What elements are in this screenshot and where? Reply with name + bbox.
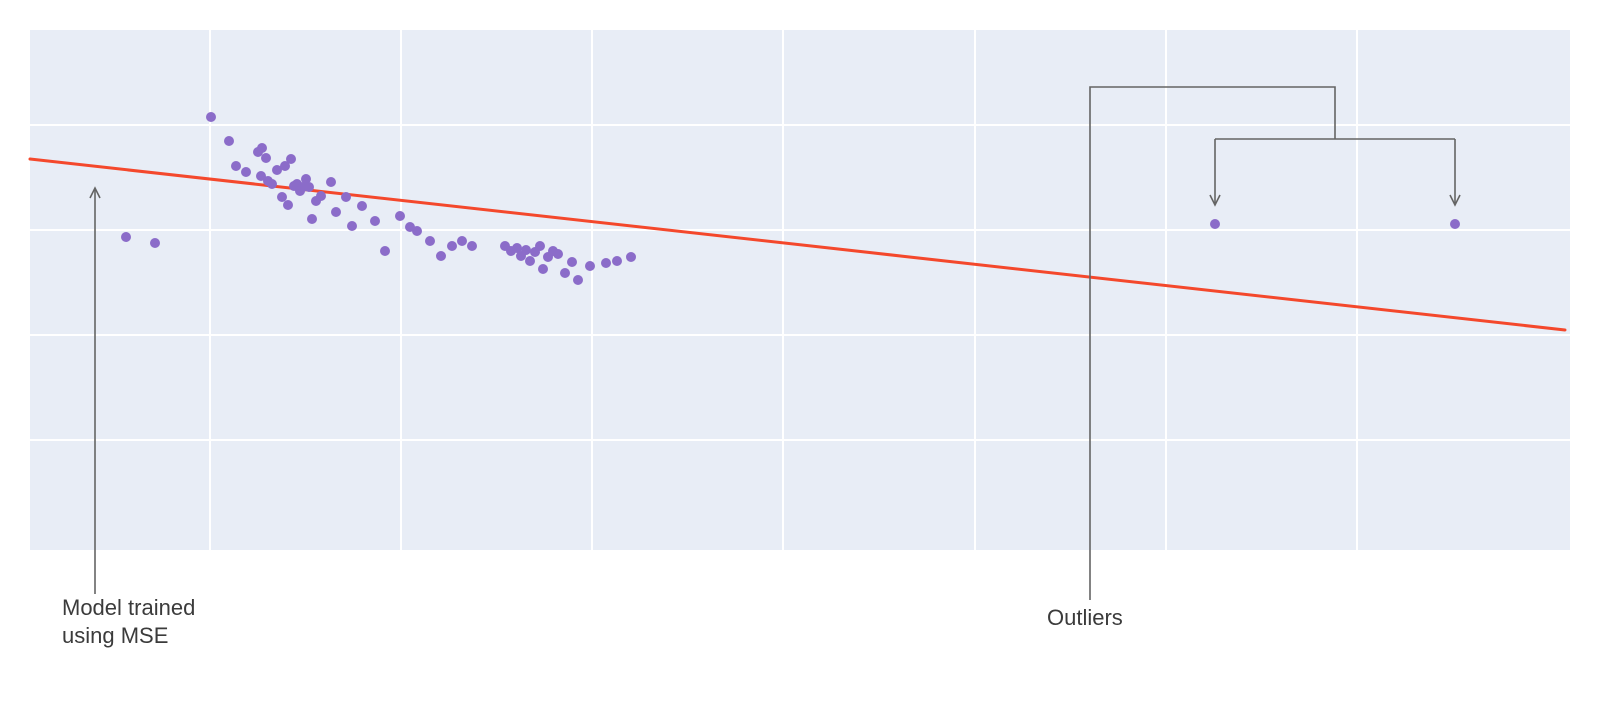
annotation-label-mse-line1: Model trained [62,595,196,620]
annotation-label-mse: Model trained using MSE [62,594,195,650]
annotation-label-mse-line2: using MSE [62,623,169,648]
annotation-label-outliers: Outliers [1047,605,1123,630]
